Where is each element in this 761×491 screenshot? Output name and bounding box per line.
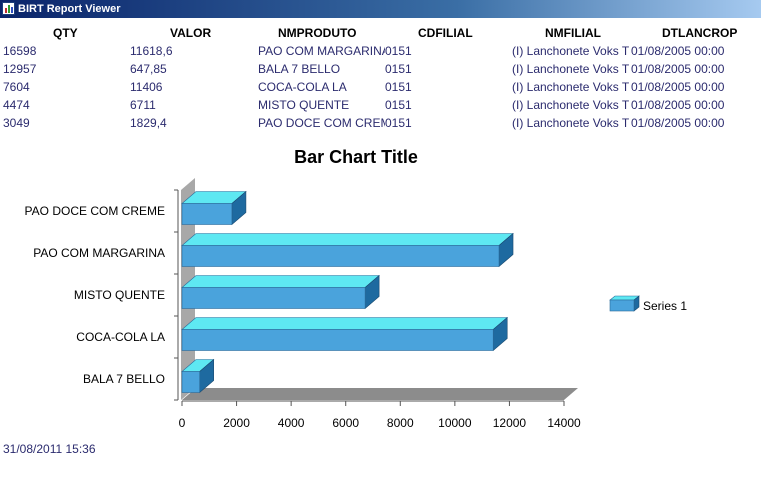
chart-title: Bar Chart Title: [294, 147, 418, 167]
category-label: PAO COM MARGARINA: [33, 246, 165, 260]
cell-nmfilial: (I) Lanchonete Voks T: [512, 80, 630, 94]
cell-cdfilial: 0151: [385, 62, 412, 76]
value-tick-label: 4000: [277, 416, 305, 430]
cell-nmfilial: (I) Lanchonete Voks T: [512, 44, 630, 58]
cell-nmproduto: COCA-COLA LA: [258, 80, 347, 94]
window-title: BIRT Report Viewer: [18, 3, 121, 15]
value-tick-label: 6000: [332, 416, 360, 430]
value-tick-label: 14000: [547, 416, 581, 430]
cell-valor: 1829,4: [130, 116, 167, 130]
cell-dtlancrop: 01/08/2005 00:00: [631, 80, 725, 94]
category-label: BALA 7 BELLO: [82, 372, 165, 386]
cell-qty: 7604: [3, 80, 30, 94]
column-header-cdfilial: CDFILIAL: [418, 26, 473, 40]
report-chart-icon: [2, 2, 15, 15]
category-label: MISTO QUENTE: [73, 288, 165, 302]
value-tick-label: 0: [178, 416, 186, 430]
bar: [181, 190, 247, 226]
column-header-dtlancrop: DTLANCROP: [662, 26, 738, 40]
column-header-nmproduto: NMPRODUTO: [278, 26, 357, 40]
bar: [181, 358, 215, 394]
chart-floor: [182, 388, 578, 400]
cell-dtlancrop: 01/08/2005 00:00: [631, 116, 725, 130]
cell-valor: 6711: [130, 98, 156, 112]
report-timestamp: 31/08/2011 15:36: [3, 442, 96, 456]
cell-qty: 12957: [3, 62, 37, 76]
cell-nmproduto: PAO COM MARGARINA: [258, 44, 385, 58]
cell-cdfilial: 0151: [385, 44, 412, 58]
bar: [181, 274, 380, 310]
legend-series-label: Series 1: [643, 299, 688, 313]
cell-nmproduto: MISTO QUENTE: [258, 98, 350, 112]
cell-nmproduto: PAO DOCE COM CREME: [258, 116, 385, 130]
legend-marker: [609, 295, 640, 312]
cell-qty: 16598: [3, 44, 37, 58]
cell-valor: 11406: [130, 80, 163, 94]
cell-nmproduto: BALA 7 BELLO: [258, 62, 341, 76]
cell-nmfilial: (I) Lanchonete Voks T: [512, 116, 630, 130]
cell-cdfilial: 0151: [385, 80, 412, 94]
value-tick-label: 8000: [386, 416, 414, 430]
value-tick-label: 2000: [223, 416, 250, 430]
value-tick-label: 12000: [492, 416, 527, 430]
cell-dtlancrop: 01/08/2005 00:00: [631, 98, 725, 112]
cell-valor: 11618,6: [130, 44, 173, 58]
cell-cdfilial: 0151: [385, 116, 412, 130]
cell-cdfilial: 0151: [385, 98, 412, 112]
bar: [181, 316, 509, 352]
cell-qty: 4474: [3, 98, 30, 112]
window-titlebar: BIRT Report Viewer: [0, 0, 761, 18]
column-header-qty: QTY: [53, 26, 78, 40]
cell-dtlancrop: 01/08/2005 00:00: [631, 62, 725, 76]
column-header-nmfilial: NMFILIAL: [545, 26, 601, 40]
value-tick-label: 10000: [438, 416, 472, 430]
bar: [181, 232, 514, 268]
category-label: PAO DOCE COM CREME: [24, 204, 165, 218]
cell-nmfilial: (I) Lanchonete Voks T: [512, 98, 630, 112]
category-label: COCA-COLA LA: [76, 330, 165, 344]
cell-dtlancrop: 01/08/2005 00:00: [631, 44, 725, 58]
column-header-valor: VALOR: [170, 26, 212, 40]
cell-nmfilial: (I) Lanchonete Voks T: [512, 62, 630, 76]
cell-qty: 3049: [3, 116, 30, 130]
cell-valor: 647,85: [130, 62, 167, 76]
